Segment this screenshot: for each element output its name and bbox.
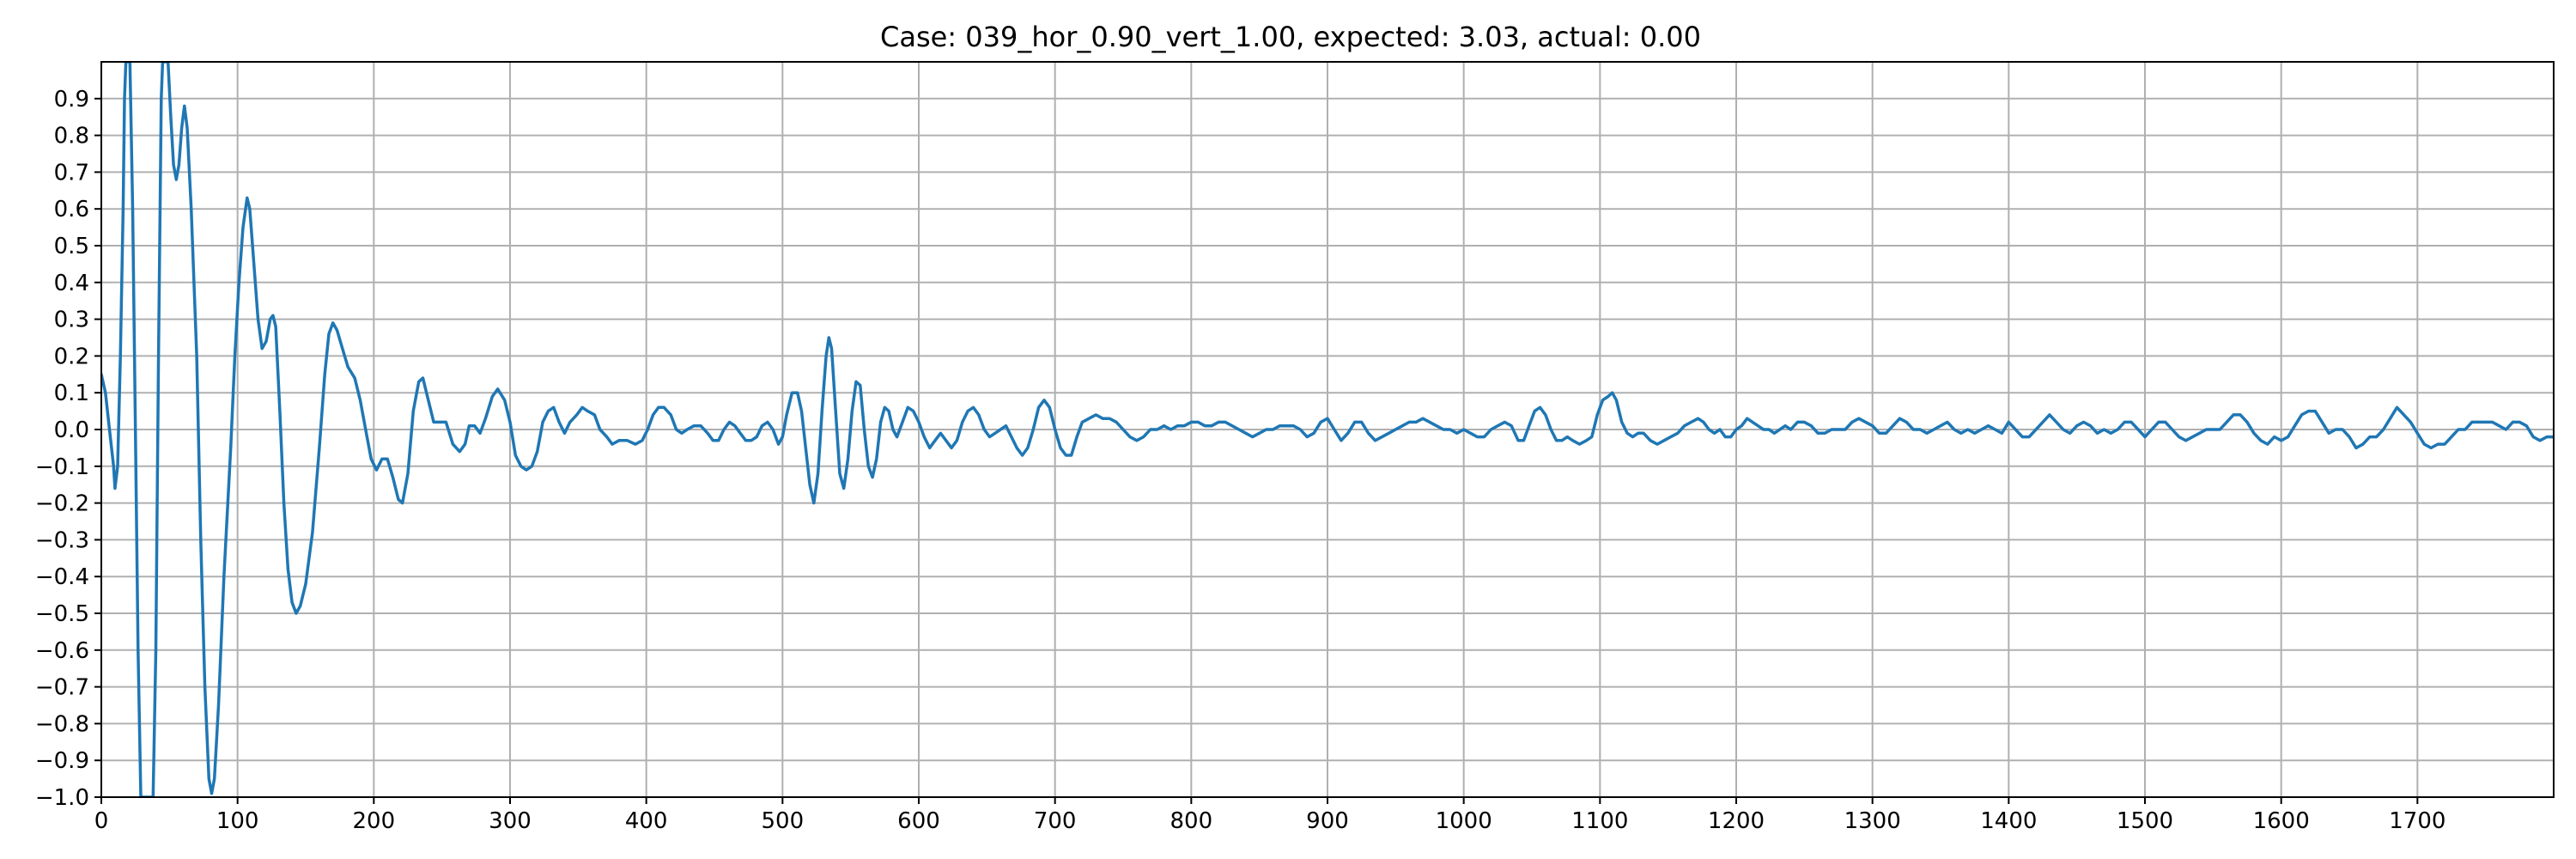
y-tick-label: −0.3 [35, 527, 89, 553]
x-tick-label: 1400 [1980, 808, 2037, 834]
y-tick-label: −0.1 [35, 454, 89, 480]
y-tick-label: −0.9 [35, 748, 89, 774]
y-tick-label: 0.4 [54, 271, 89, 296]
chart-title: Case: 039_hor_0.90_vert_1.00, expected: … [880, 21, 1701, 53]
y-tick-label: 0.0 [54, 417, 89, 443]
y-tick-label: 0.6 [54, 197, 89, 222]
axes-frame [100, 61, 2555, 798]
y-tick-label: 0.2 [54, 344, 89, 369]
y-tick-label: −0.5 [35, 601, 89, 627]
x-tick-label: 100 [216, 808, 259, 834]
plot-area [101, 62, 2554, 797]
x-tick-label: 0 [94, 808, 109, 834]
x-tick-label: 1200 [1708, 808, 1765, 834]
x-tick-label: 1700 [2389, 808, 2445, 834]
y-tick-label: 0.8 [54, 124, 89, 149]
y-tick-label: 0.3 [54, 308, 89, 333]
x-tick-label: 300 [489, 808, 532, 834]
x-tick-label: 1600 [2253, 808, 2310, 834]
y-tick-label: −0.6 [35, 638, 89, 664]
x-tick-label: 1500 [2117, 808, 2173, 834]
x-tick-label: 1300 [1844, 808, 1901, 834]
y-tick-label: 0.9 [54, 87, 89, 113]
y-tick-label: −0.7 [35, 675, 89, 701]
y-tick-label: −1.0 [35, 785, 89, 811]
x-tick-label: 600 [897, 808, 940, 834]
x-tick-label: 200 [353, 808, 396, 834]
x-tick-label: 1100 [1571, 808, 1628, 834]
x-tick-label: 400 [625, 808, 668, 834]
y-tick-label: 0.5 [54, 234, 89, 259]
series-line [101, 62, 2554, 797]
y-tick-label: 0.7 [54, 160, 89, 186]
x-tick-label: 900 [1306, 808, 1349, 834]
x-tick-label: 800 [1170, 808, 1213, 834]
x-tick-label: 500 [762, 808, 805, 834]
x-tick-label: 1000 [1436, 808, 1492, 834]
x-tick-label: 700 [1034, 808, 1077, 834]
y-tick-label: −0.2 [35, 491, 89, 517]
y-tick-label: 0.1 [54, 381, 89, 406]
grid-lines [100, 62, 2554, 798]
axis-ticks: 0 100 200 300 400 500 600 700 800 900 1000 1100 1200… [35, 87, 2446, 834]
y-tick-label: −0.4 [35, 564, 89, 590]
y-tick-label: −0.8 [35, 711, 89, 737]
